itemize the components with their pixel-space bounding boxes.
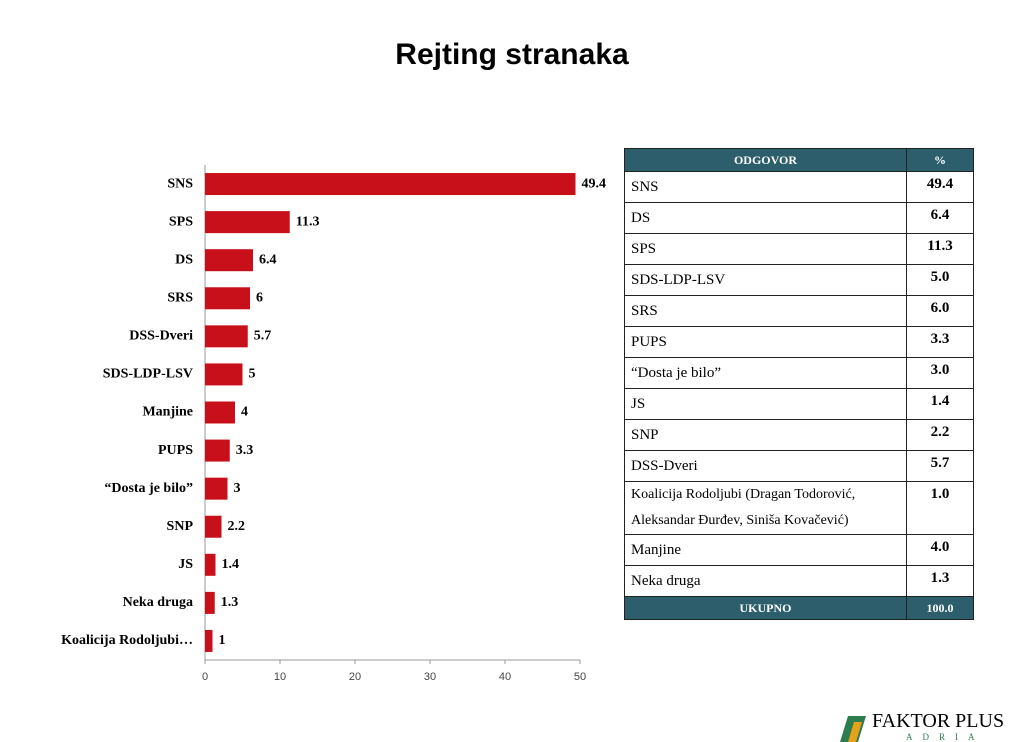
data-label: 49.4 [582, 176, 607, 191]
y-tick-label: “Dosta je bilo” [104, 481, 193, 496]
y-tick-label: DS [175, 252, 193, 267]
y-tick-label: Koalicija Rodoljubi… [61, 633, 193, 648]
x-tick-label: 20 [349, 671, 361, 683]
data-label: 3 [234, 481, 241, 496]
value-cell: 3.3 [906, 326, 974, 358]
value-cell: 5.7 [906, 450, 974, 482]
header-cell: % [906, 148, 974, 172]
label-cell: SDS-LDP-LSV [624, 264, 907, 296]
bar [205, 173, 576, 196]
bar [205, 515, 222, 538]
bar [205, 249, 253, 272]
data-label: 4 [241, 405, 248, 420]
logo-sub: ADRIA [906, 732, 985, 742]
data-label: 11.3 [296, 214, 320, 229]
bar [205, 325, 248, 348]
label-cell: Koalicija Rodoljubi (Dragan Todorović, A… [624, 481, 907, 535]
value-cell: 3.0 [906, 357, 974, 389]
value-cell: 1.0 [906, 481, 974, 535]
x-tick-label: 10 [274, 671, 286, 683]
y-tick-label: SPS [169, 214, 193, 229]
value-cell: 1.3 [906, 565, 974, 597]
bar [205, 553, 216, 576]
label-cell: “Dosta je bilo” [624, 357, 907, 389]
data-label: 1.3 [221, 595, 239, 610]
value-cell: 1.4 [906, 388, 974, 420]
x-tick-label: 30 [424, 671, 436, 683]
y-tick-label: SNS [167, 176, 193, 191]
label-cell: SRS [624, 295, 907, 327]
y-tick-label: PUPS [158, 443, 193, 458]
label-cell: SPS [624, 233, 907, 265]
data-label: 2.2 [228, 519, 246, 534]
data-label: 3.3 [236, 443, 254, 458]
value-cell: 6.4 [906, 202, 974, 234]
value-cell: 5.0 [906, 264, 974, 296]
bar [205, 439, 230, 462]
y-tick-label: Neka druga [123, 595, 193, 610]
header-cell: ODGOVOR [624, 148, 907, 172]
x-tick-label: 0 [202, 671, 208, 683]
data-label: 6 [256, 290, 263, 305]
data-label: 5.7 [254, 329, 272, 344]
value-cell: 2.2 [906, 419, 974, 451]
bar [205, 477, 228, 500]
label-cell: PUPS [624, 326, 907, 358]
data-label: 1 [219, 633, 226, 648]
y-tick-label: Manjine [142, 405, 193, 420]
value-cell: 49.4 [906, 171, 974, 203]
bar [205, 363, 243, 386]
label-cell: SNS [624, 171, 907, 203]
y-tick-label: DSS-Dveri [129, 329, 193, 344]
y-tick-label: SDS-LDP-LSV [103, 367, 193, 382]
chart-title: Rejting stranaka [395, 38, 629, 71]
y-tick-label: SRS [167, 290, 193, 305]
label-cell: Manjine [624, 534, 907, 566]
logo-name: FAKTOR PLUS [872, 710, 1005, 732]
y-tick-label: JS [178, 557, 193, 572]
data-label: 1.4 [222, 557, 240, 572]
x-tick-label: 40 [499, 671, 511, 683]
bar [205, 287, 250, 310]
label-cell: SNP [624, 419, 907, 451]
bar [205, 211, 290, 234]
y-tick-label: SNP [167, 519, 194, 534]
logo-icon [840, 716, 866, 742]
bar [205, 401, 235, 424]
footer-cell: UKUPNO [624, 596, 907, 620]
label-cell: JS [624, 388, 907, 420]
label-cell: Neka druga [624, 565, 907, 597]
value-cell: 4.0 [906, 534, 974, 566]
bar [205, 629, 213, 652]
value-cell: 11.3 [906, 233, 974, 265]
data-label: 5 [249, 367, 256, 382]
data-label: 6.4 [259, 252, 277, 267]
value-cell: 6.0 [906, 295, 974, 327]
label-cell: DSS-Dveri [624, 450, 907, 482]
bar [205, 591, 215, 614]
footer-cell: 100.0 [906, 596, 974, 620]
label-cell: DS [624, 202, 907, 234]
x-tick-label: 50 [574, 671, 586, 683]
results-table: ODGOVOR% SNS 49.4 DS 6.4 SPS 11.3 SDS-LDP-LSV 5… [624, 148, 974, 620]
